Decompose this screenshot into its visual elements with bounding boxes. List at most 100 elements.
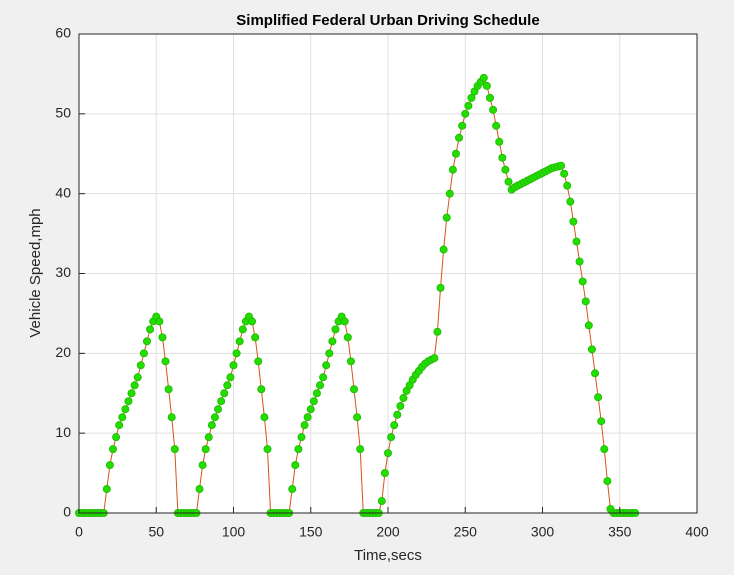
data-point <box>566 197 575 206</box>
x-tick-label: 0 <box>75 524 83 540</box>
data-point <box>578 277 587 286</box>
x-tick-label: 50 <box>148 524 164 540</box>
data-point <box>260 413 269 422</box>
x-tick-label: 400 <box>685 524 709 540</box>
data-point <box>498 153 507 162</box>
data-point <box>603 477 612 486</box>
data-point <box>322 361 331 370</box>
data-point <box>448 165 457 174</box>
data-point <box>312 389 321 398</box>
data-point <box>254 357 263 366</box>
data-point <box>164 385 173 394</box>
data-point <box>340 317 349 326</box>
x-tick-label: 200 <box>376 524 400 540</box>
data-point <box>597 417 606 426</box>
data-point <box>430 354 439 363</box>
data-point <box>399 394 408 403</box>
data-point <box>343 333 352 342</box>
data-point <box>235 337 244 346</box>
data-point <box>303 413 312 422</box>
data-point <box>223 381 232 390</box>
data-point <box>118 413 127 422</box>
data-point <box>482 81 491 90</box>
x-tick-label: 350 <box>608 524 632 540</box>
data-point <box>584 321 593 330</box>
data-point <box>383 449 392 458</box>
data-point <box>331 325 340 334</box>
y-tick-label: 10 <box>55 424 71 440</box>
data-point <box>325 349 334 358</box>
data-point <box>161 357 170 366</box>
data-point <box>328 337 337 346</box>
data-point <box>442 213 451 222</box>
data-point <box>501 165 510 174</box>
data-point <box>288 485 297 494</box>
data-point <box>238 325 247 334</box>
data-point <box>458 121 467 130</box>
data-point <box>300 421 309 430</box>
data-point <box>146 325 155 334</box>
data-point <box>572 237 581 246</box>
data-point <box>569 217 578 226</box>
data-point <box>121 405 130 414</box>
data-point <box>587 345 596 354</box>
data-point <box>489 105 498 114</box>
data-point <box>257 385 266 394</box>
y-tick-label: 40 <box>55 184 71 200</box>
data-point <box>439 245 448 254</box>
x-tick-label: 100 <box>222 524 246 540</box>
data-point <box>350 385 359 394</box>
series <box>75 73 640 517</box>
data-point <box>495 137 504 146</box>
data-point <box>563 181 572 190</box>
data-point <box>492 121 501 130</box>
data-point <box>436 283 445 292</box>
data-point <box>136 361 145 370</box>
data-point <box>485 93 494 102</box>
data-point <box>115 421 124 430</box>
x-axis-label: Time,secs <box>354 547 422 564</box>
data-point <box>229 361 238 370</box>
data-point <box>204 433 213 442</box>
data-point <box>195 485 204 494</box>
data-point <box>455 133 464 142</box>
data-point <box>167 413 176 422</box>
data-point <box>124 397 133 406</box>
data-point <box>214 405 223 414</box>
x-tick-label: 300 <box>531 524 555 540</box>
data-point <box>309 397 318 406</box>
ticks: 0 50 100 150 200 250 300 350 400 0 10 20 30 40 50 60 <box>55 25 708 540</box>
data-point <box>251 333 260 342</box>
data-point <box>291 461 300 470</box>
data-point <box>158 333 167 342</box>
x-tick-label: 150 <box>299 524 323 540</box>
data-point <box>600 445 609 454</box>
data-point <box>217 397 226 406</box>
data-point <box>139 349 148 358</box>
data-point <box>263 445 272 454</box>
data-point <box>232 349 241 358</box>
data-point <box>226 373 235 382</box>
data-point <box>377 497 386 506</box>
data-point <box>433 327 442 336</box>
data-point <box>306 405 315 414</box>
data-point <box>451 149 460 158</box>
data-point <box>102 485 111 494</box>
data-point <box>220 389 229 398</box>
y-tick-label: 30 <box>55 264 71 280</box>
data-point <box>210 413 219 422</box>
data-point <box>356 445 365 454</box>
x-tick-label: 250 <box>454 524 478 540</box>
y-tick-label: 60 <box>55 25 71 41</box>
y-tick-label: 0 <box>63 504 71 520</box>
data-point <box>396 402 405 411</box>
data-point <box>353 413 362 422</box>
data-point <box>155 317 164 326</box>
data-point <box>390 421 399 430</box>
data-point <box>467 93 476 102</box>
y-axis-label: Vehicle Speed,mph <box>27 208 44 337</box>
data-point <box>198 461 207 470</box>
data-point <box>207 421 216 430</box>
data-point <box>248 317 257 326</box>
